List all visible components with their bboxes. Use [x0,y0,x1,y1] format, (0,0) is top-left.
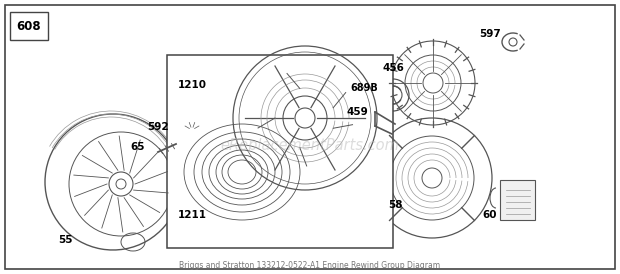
Text: 456: 456 [382,63,404,73]
FancyBboxPatch shape [167,55,393,248]
Text: 608: 608 [17,19,42,33]
Text: 689B: 689B [350,83,378,93]
FancyBboxPatch shape [10,12,48,40]
Text: 55: 55 [58,235,73,245]
Text: 597: 597 [479,29,501,39]
Text: 1211: 1211 [177,210,206,220]
Text: 459: 459 [346,107,368,117]
Text: eReplacementParts.com: eReplacementParts.com [221,138,399,153]
Text: Briggs and Stratton 133212-0522-A1 Engine Rewind Group Diagram: Briggs and Stratton 133212-0522-A1 Engin… [179,261,441,270]
Text: 60: 60 [483,210,497,220]
FancyBboxPatch shape [500,180,535,220]
Text: 58: 58 [388,200,402,210]
Text: 1210: 1210 [177,80,206,90]
Text: 65: 65 [131,142,145,152]
Text: 592: 592 [147,122,169,132]
FancyBboxPatch shape [5,5,615,269]
